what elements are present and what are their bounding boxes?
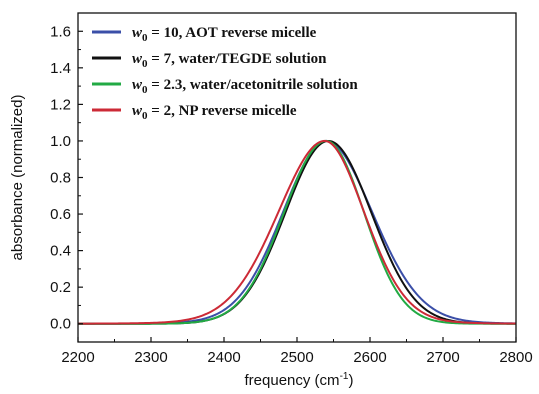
- x-tick-label-1: 2300: [134, 349, 167, 366]
- x-tick-label-3: 2500: [280, 349, 313, 366]
- y-tick-label-8: 1.6: [50, 23, 71, 40]
- legend-var-2: w: [132, 77, 143, 93]
- x-axis-label-suffix: ): [348, 372, 353, 389]
- legend-text-1: = 7, water/TEGDE solution: [148, 51, 328, 67]
- legend-label-2: w0 = 2.3, water/acetonitrile solution: [132, 77, 358, 96]
- x-axis-label-sup: -1: [340, 371, 349, 382]
- y-axis: 0.0 0.2 0.4 0.6 0.8 1.0 1.2 1.4 1.6: [50, 23, 83, 333]
- legend-label-0: w0 = 10, AOT reverse micelle: [132, 25, 317, 44]
- x-tick-label-4: 2600: [353, 349, 386, 366]
- legend-var-0: w: [132, 25, 143, 41]
- x-axis: 2200 2300 2400 2500 2600 2700 2800: [61, 337, 533, 366]
- y-tick-label-2: 0.4: [50, 243, 71, 260]
- legend-sub-2: 0: [142, 84, 148, 96]
- y-tick-label-1: 0.2: [50, 279, 71, 296]
- series-line-3: [78, 139, 517, 325]
- x-tick-label-0: 2200: [61, 349, 94, 366]
- series-line-2: [78, 139, 516, 325]
- legend-text-3: = 2, NP reverse micelle: [148, 103, 297, 119]
- y-tick-label-7: 1.4: [50, 60, 71, 77]
- x-tick-label-2: 2400: [207, 349, 240, 366]
- legend-var-3: w: [132, 103, 143, 119]
- y-tick-label-3: 0.6: [50, 206, 71, 223]
- y-tick-label-0: 0.0: [50, 316, 71, 333]
- x-axis-label: frequency (cm-1): [245, 371, 354, 389]
- y-tick-label-5: 1.0: [50, 133, 71, 150]
- legend-label-1: w0 = 7, water/TEGDE solution: [132, 51, 327, 70]
- x-axis-label-main: frequency (cm: [245, 372, 340, 389]
- series-line-0: [78, 139, 517, 325]
- x-tick-label-5: 2700: [426, 349, 459, 366]
- legend-var-1: w: [132, 51, 143, 67]
- legend-text-0: = 10, AOT reverse micelle: [148, 25, 317, 41]
- series-line-1: [78, 139, 516, 325]
- legend-sub-1: 0: [142, 58, 148, 70]
- y-tick-label-6: 1.2: [50, 96, 71, 113]
- legend-label-3: w0 = 2, NP reverse micelle: [132, 103, 297, 122]
- legend-sub-3: 0: [142, 110, 148, 122]
- legend-sub-0: 0: [142, 32, 148, 44]
- series-curves: [78, 139, 517, 325]
- y-tick-label-4: 0.8: [50, 170, 71, 187]
- y-axis-label: absorbance (normalized): [9, 95, 26, 261]
- legend-text-2: = 2.3, water/acetonitrile solution: [148, 77, 359, 93]
- x-tick-label-6: 2800: [499, 349, 532, 366]
